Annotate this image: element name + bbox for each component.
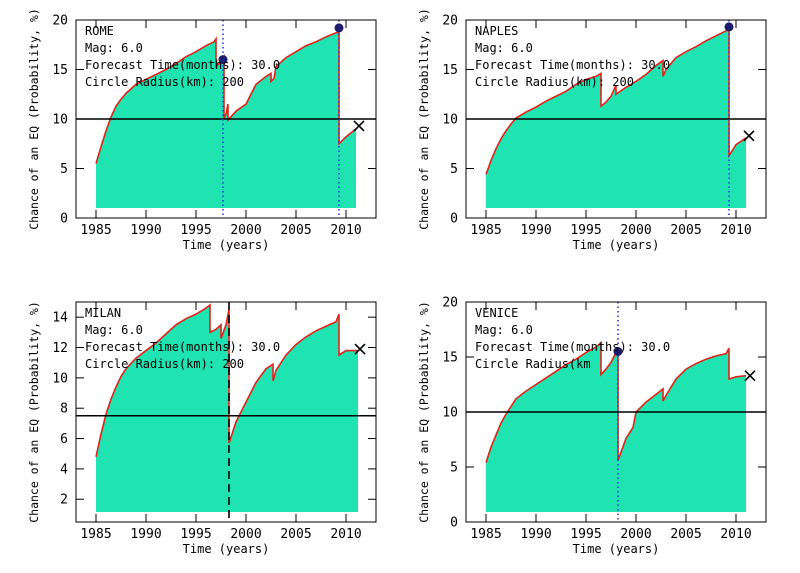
x-tick-label: 2000 — [230, 527, 261, 542]
x-tick-label: 2005 — [670, 527, 701, 542]
y-tick-label: 8 — [60, 402, 68, 417]
event-marker — [724, 22, 734, 32]
x-axis-label: Time (years) — [183, 542, 270, 556]
annotation-line: Mag: 6.0 — [85, 41, 143, 55]
annotation-line: Mag: 6.0 — [475, 323, 533, 337]
y-axis-label: Chance of an EQ (Probability, %) — [27, 301, 41, 523]
y-tick-label: 10 — [442, 406, 458, 421]
y-tick-label: 20 — [442, 14, 458, 29]
x-tick-label: 1990 — [130, 527, 161, 542]
annotation-line: Mag: 6.0 — [85, 323, 143, 337]
annotation-line: Forecast Time(months): 30.0 — [85, 58, 280, 72]
x-tick-label: 2000 — [620, 223, 651, 238]
probability-area — [96, 31, 356, 208]
panel-rome: 1985 1990 1995 2000 2005 2010 0 5 10 15 20 Time (ye… — [27, 8, 377, 252]
annotation-line: Mag: 6.0 — [475, 41, 533, 55]
axis-frame — [75, 301, 377, 523]
y-tick-label: 0 — [450, 516, 458, 531]
y-tick-label: 12 — [52, 341, 68, 356]
y-tick-label: 5 — [450, 461, 458, 476]
x-tick-label: 1985 — [470, 223, 501, 238]
y-tick-label: 10 — [52, 113, 68, 128]
x-tick-label: 1985 — [470, 527, 501, 542]
y-axis-label: Chance of an EQ (Probability, %) — [27, 8, 41, 230]
event-marker — [613, 347, 623, 356]
city-name: MILAN — [85, 306, 121, 320]
y-tick-label: 4 — [60, 462, 68, 477]
x-tick-label: 2005 — [280, 223, 311, 238]
annotation-line: Forecast Time(months): 30.0 — [475, 340, 670, 354]
x-tick-label: 1985 — [80, 223, 111, 238]
x-axis-label: Time (years) — [183, 238, 270, 252]
x-tick-label: 1990 — [130, 223, 161, 238]
x-tick-label: 1995 — [570, 223, 601, 238]
y-tick-label: 0 — [450, 212, 458, 227]
probability-curve — [95, 303, 358, 457]
event-marker — [218, 55, 228, 65]
x-tick-label: 2005 — [670, 223, 701, 238]
panel-venice: 1985 1990 1995 2000 2005 2010 0 5 10 15 20 Time (ye… — [417, 296, 767, 556]
y-axis-label: Chance of an EQ (Probability, %) — [417, 301, 431, 523]
panel-naples: 1985 1990 1995 2000 2005 2010 0 5 10 15 20 Time (ye… — [417, 8, 767, 252]
x-tick-label: 1990 — [520, 527, 551, 542]
y-tick-label: 15 — [52, 63, 68, 78]
probability-area — [96, 305, 358, 512]
x-tick-label: 1990 — [520, 223, 551, 238]
x-tick-label: 2000 — [620, 527, 651, 542]
y-tick-label: 2 — [60, 493, 68, 508]
x-tick-label: 1995 — [180, 223, 211, 238]
current-value-marker — [353, 120, 365, 132]
x-tick-label: 2005 — [280, 527, 311, 542]
x-axis-label: Time (years) — [573, 542, 660, 556]
probability-area — [486, 342, 746, 512]
probability-curve — [485, 26, 747, 175]
y-tick-label: 20 — [52, 14, 68, 29]
y-axis-label: Chance of an EQ (Probability, %) — [417, 8, 431, 230]
x-axis-label: Time (years) — [573, 238, 660, 252]
annotation-line: Circle Radius(km): 200 — [85, 357, 244, 371]
y-tick-label: 14 — [52, 311, 68, 326]
annotation-line: Forecast Time(months): 30.0 — [85, 340, 280, 354]
y-tick-label: 15 — [442, 63, 458, 78]
y-tick-label: 6 — [60, 432, 68, 447]
y-tick-label: 0 — [60, 212, 68, 227]
current-value-marker — [743, 130, 755, 142]
x-tick-label: 1985 — [80, 527, 111, 542]
annotation-line: Circle Radius(km — [475, 357, 591, 371]
panel-milan: 1985 1990 1995 2000 2005 2010 2 4 6 8 10 12 14 Time (… — [27, 301, 377, 556]
annotation-line: Circle Radius(km): 200 — [85, 75, 244, 89]
x-tick-label: 1995 — [570, 527, 601, 542]
x-tick-label: 1995 — [180, 527, 211, 542]
x-tick-label: 2010 — [330, 527, 361, 542]
y-tick-label: 15 — [442, 351, 458, 366]
annotation-line: Circle Radius(km): 200 — [475, 75, 634, 89]
y-tick-label: 10 — [442, 113, 458, 128]
y-tick-label: 10 — [52, 371, 68, 386]
event-marker — [334, 23, 344, 33]
annotation-line: Forecast Time(months): 30.0 — [475, 58, 670, 72]
x-tick-label: 2010 — [720, 527, 751, 542]
probability-area — [486, 27, 746, 209]
x-tick-label: 2010 — [330, 223, 361, 238]
y-tick-label: 20 — [442, 296, 458, 311]
city-name: ROME — [85, 24, 114, 38]
y-tick-label: 5 — [450, 162, 458, 177]
current-value-marker — [354, 343, 366, 355]
y-tick-label: 5 — [60, 162, 68, 177]
current-value-marker — [744, 370, 756, 382]
city-name: VENICE — [475, 306, 518, 320]
x-tick-label: 2010 — [720, 223, 751, 238]
x-tick-label: 2000 — [230, 223, 261, 238]
city-name: NAPLES — [475, 24, 518, 38]
